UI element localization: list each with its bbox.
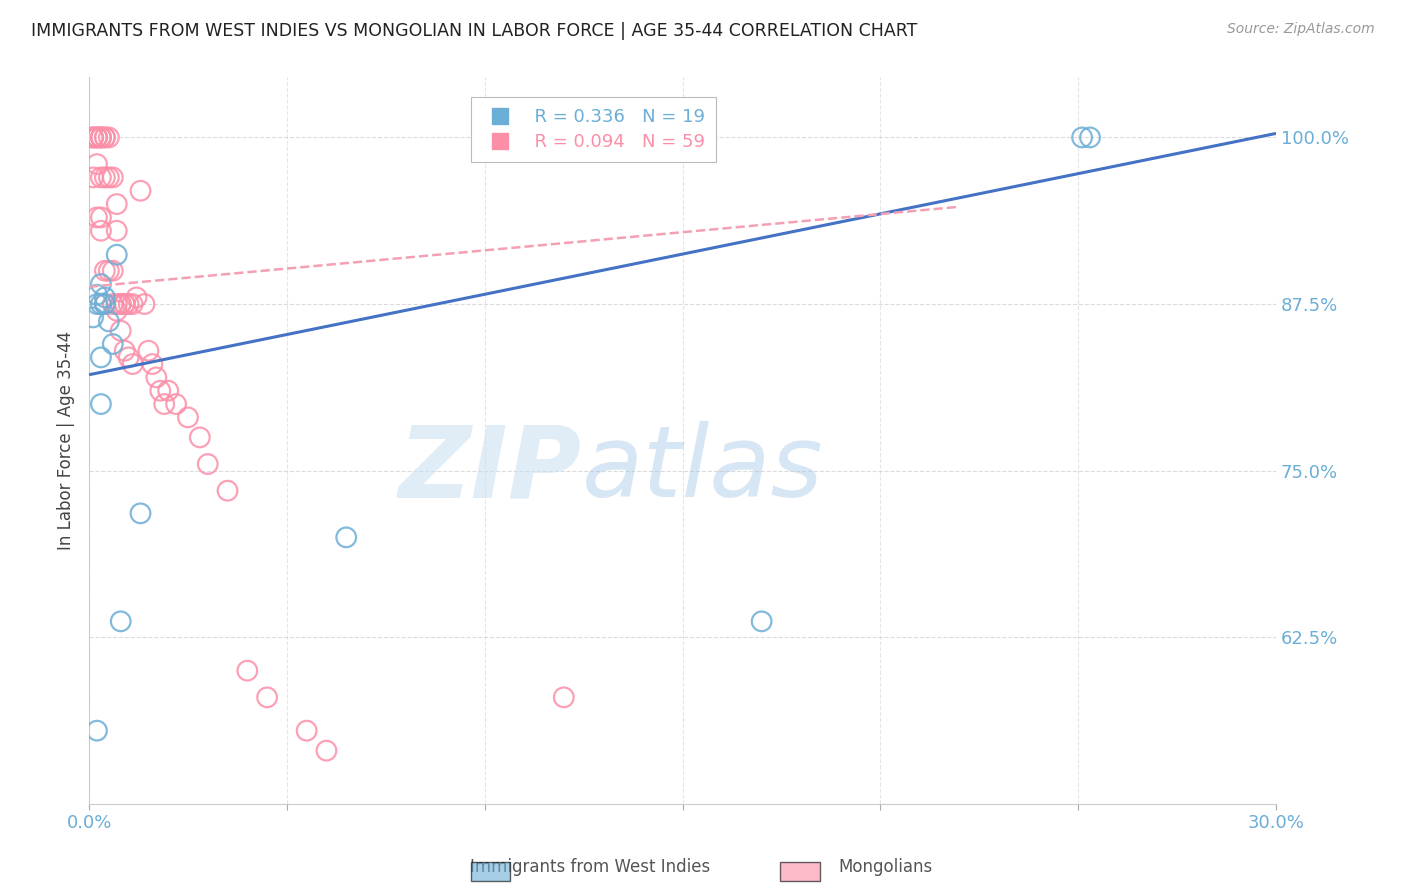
- Point: [1071, 130, 1094, 145]
- Point: [134, 297, 156, 311]
- Point: [101, 297, 124, 311]
- Legend:   R = 0.336   N = 19,   R = 0.094   N = 59: R = 0.336 N = 19, R = 0.094 N = 59: [471, 97, 716, 162]
- Point: [110, 297, 132, 311]
- Point: [97, 314, 120, 328]
- Point: [86, 723, 108, 738]
- Point: [90, 170, 112, 185]
- Text: Mongolians: Mongolians: [838, 858, 934, 876]
- Point: [90, 224, 112, 238]
- Point: [117, 351, 139, 365]
- Point: [82, 130, 104, 145]
- Y-axis label: In Labor Force | Age 35-44: In Labor Force | Age 35-44: [58, 331, 75, 550]
- Text: Source: ZipAtlas.com: Source: ZipAtlas.com: [1227, 22, 1375, 37]
- Point: [90, 130, 112, 145]
- Point: [94, 170, 117, 185]
- Point: [236, 664, 259, 678]
- Point: [1078, 130, 1101, 145]
- Point: [105, 303, 128, 318]
- Point: [188, 430, 211, 444]
- Point: [138, 343, 160, 358]
- Point: [82, 170, 104, 185]
- Point: [256, 690, 278, 705]
- Point: [94, 264, 117, 278]
- Point: [335, 530, 357, 544]
- Point: [97, 264, 120, 278]
- Point: [153, 397, 176, 411]
- Point: [86, 157, 108, 171]
- Point: [121, 297, 143, 311]
- Point: [145, 370, 167, 384]
- Point: [97, 170, 120, 185]
- Point: [90, 130, 112, 145]
- Point: [105, 197, 128, 211]
- Point: [125, 290, 148, 304]
- Point: [553, 690, 575, 705]
- Point: [105, 224, 128, 238]
- Text: atlas: atlas: [582, 421, 824, 518]
- Point: [86, 297, 108, 311]
- Point: [94, 130, 117, 145]
- Point: [86, 130, 108, 145]
- Point: [101, 337, 124, 351]
- Point: [90, 130, 112, 145]
- Point: [110, 615, 132, 629]
- Point: [86, 211, 108, 225]
- Point: [121, 357, 143, 371]
- Point: [114, 343, 136, 358]
- Point: [86, 287, 108, 301]
- Point: [97, 130, 120, 145]
- Point: [90, 211, 112, 225]
- Point: [94, 130, 117, 145]
- Point: [90, 397, 112, 411]
- Point: [82, 130, 104, 145]
- Point: [82, 130, 104, 145]
- Point: [105, 297, 128, 311]
- Point: [141, 357, 163, 371]
- Point: [94, 290, 117, 304]
- Point: [217, 483, 239, 498]
- Point: [110, 297, 132, 311]
- Point: [90, 297, 112, 311]
- Point: [82, 310, 104, 325]
- Point: [114, 297, 136, 311]
- Point: [94, 297, 117, 311]
- Point: [90, 351, 112, 365]
- Text: IMMIGRANTS FROM WEST INDIES VS MONGOLIAN IN LABOR FORCE | AGE 35-44 CORRELATION : IMMIGRANTS FROM WEST INDIES VS MONGOLIAN…: [31, 22, 917, 40]
- Point: [157, 384, 180, 398]
- Point: [117, 297, 139, 311]
- Point: [105, 248, 128, 262]
- Point: [86, 130, 108, 145]
- Point: [110, 324, 132, 338]
- Point: [129, 507, 152, 521]
- Point: [101, 264, 124, 278]
- Point: [751, 615, 773, 629]
- Point: [101, 170, 124, 185]
- Point: [197, 457, 219, 471]
- Text: Immigrants from West Indies: Immigrants from West Indies: [471, 858, 710, 876]
- Point: [94, 297, 117, 311]
- Point: [90, 277, 112, 291]
- Point: [129, 184, 152, 198]
- Point: [177, 410, 200, 425]
- Point: [149, 384, 172, 398]
- Text: ZIP: ZIP: [399, 421, 582, 518]
- Point: [315, 744, 337, 758]
- Point: [114, 297, 136, 311]
- Point: [165, 397, 187, 411]
- Point: [86, 130, 108, 145]
- Point: [295, 723, 318, 738]
